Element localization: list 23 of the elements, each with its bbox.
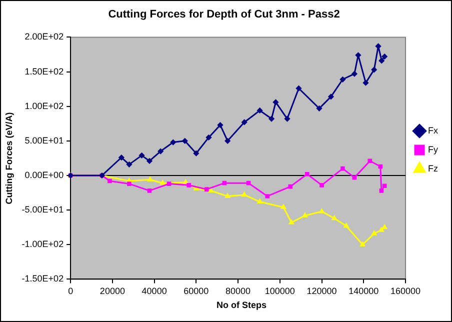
y-tick-label: 1.00E+02 <box>24 100 64 111</box>
x-axis-title: No of Steps <box>215 300 268 310</box>
x-tick-label: 120000 <box>306 286 337 296</box>
x-tick-label: 80000 <box>226 286 251 296</box>
x-tick-label: 160000 <box>390 286 421 296</box>
legend-label: Fy <box>428 144 438 154</box>
y-tick-label: 1.50E+02 <box>24 66 64 76</box>
x-tick-label: 140000 <box>348 286 379 296</box>
x-tick-label: 40000 <box>142 286 167 296</box>
legend-label: Fz <box>428 163 438 174</box>
x-tick-label: 20000 <box>100 286 125 296</box>
y-tick-label: -5.00E+01 <box>22 204 64 215</box>
x-tick-label: 0 <box>68 286 74 296</box>
y-axis-title: Cutting Forces (eV/A) <box>4 112 14 204</box>
legend-label: Fx <box>428 125 438 136</box>
y-tick-label: 2.00E+02 <box>24 32 64 42</box>
y-tick-label: -1.00E+02 <box>22 239 64 250</box>
chart-title: Cutting Forces for Depth of Cut 3nm - Pass2 <box>108 8 340 21</box>
y-tick-label: -1.50E+02 <box>22 274 64 284</box>
x-tick-label: 60000 <box>184 286 209 296</box>
y-tick-label: 5.00E+01 <box>24 135 64 146</box>
x-tick-label: 100000 <box>264 286 295 296</box>
y-tick-label: 0.00E+00 <box>24 170 64 180</box>
